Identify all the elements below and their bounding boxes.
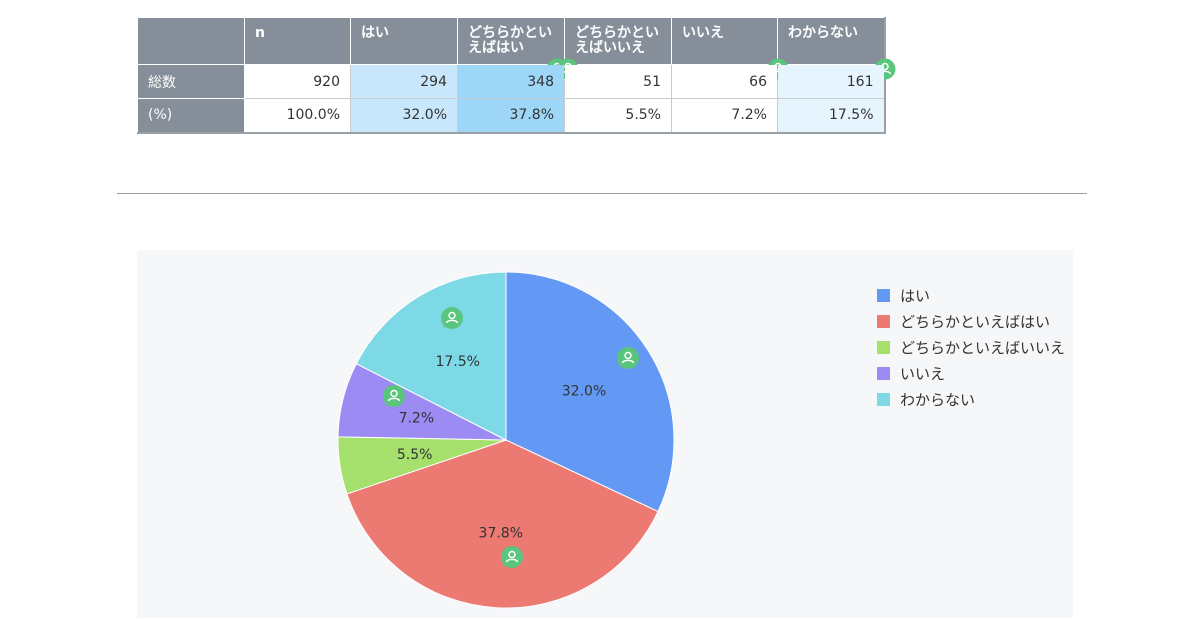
legend-swatch (877, 340, 890, 354)
legend-label: どちらかといえばいいえ (900, 338, 1066, 357)
row-label-total: 総数 (137, 64, 245, 99)
column-header-dont-know: わからない (767, 17, 895, 80)
legend-item-no[interactable]: いいえ (877, 360, 1065, 386)
section-divider (117, 193, 1087, 194)
legend-label: はい (900, 286, 931, 305)
chart-legend: はい どちらかといえばはい どちらかといえばいいえ いいえ わからない (877, 282, 1065, 412)
legend-swatch (877, 392, 890, 406)
table-row: (%) 100.0% 32.0% 37.8% 5.5% 7.2% 17.5% (137, 98, 885, 133)
legend-swatch (877, 366, 890, 380)
column-header-somewhat-no: どちらかとい えばいいえ (557, 17, 672, 80)
cell-yes: 294 (350, 64, 458, 99)
legend-label: いいえ (900, 364, 946, 383)
table-row: 総数 920 294 348 51 66 161 (137, 64, 885, 99)
column-header-no: いいえ (671, 17, 778, 65)
table-header-row: n はい どちらかとい えばはい どちらかとい えばいいえ いいえ わからない (137, 17, 895, 80)
user-comment-icon[interactable] (617, 347, 639, 369)
table-corner-cell (137, 17, 245, 65)
legend-swatch (877, 314, 890, 328)
pie-data-label: 5.5% (397, 447, 433, 463)
legend-item-somewhat-no[interactable]: どちらかといえばいいえ (877, 334, 1065, 360)
pie-slice-somewhat-yes[interactable] (346, 439, 659, 609)
cell-n: 920 (244, 64, 351, 99)
cell-somewhat-yes: 348 (457, 64, 565, 99)
pie-slice-yes[interactable] (505, 271, 675, 513)
user-comment-icon[interactable] (383, 385, 405, 407)
column-header-n: n (244, 17, 351, 65)
legend-swatch (877, 288, 890, 302)
pie-slice-dont-know[interactable] (355, 271, 507, 441)
legend-label: どちらかといえばはい (900, 312, 1051, 331)
column-header-somewhat-yes: どちらかとい えばはい (457, 17, 568, 80)
cell-yes: 32.0% (350, 98, 458, 133)
pie-data-label: 32.0% (562, 383, 606, 399)
column-header-yes: はい (350, 17, 458, 65)
legend-item-yes[interactable]: はい (877, 282, 1065, 308)
cell-dont-know: 17.5% (777, 98, 885, 133)
cell-dont-know: 161 (777, 64, 885, 99)
row-label-percent: (%) (137, 98, 245, 133)
cell-n: 100.0% (244, 98, 351, 133)
legend-item-dont-know[interactable]: わからない (877, 386, 1065, 412)
results-table: n はい どちらかとい えばはい どちらかとい えばいいえ いいえ わからない 総数… (137, 17, 895, 134)
pie-data-label: 37.8% (479, 525, 523, 541)
pie-data-label: 7.2% (399, 411, 435, 427)
legend-item-somewhat-yes[interactable]: どちらかといえばはい (877, 308, 1065, 334)
legend-label: わからない (900, 390, 976, 409)
pie-data-label: 17.5% (435, 354, 479, 370)
user-comment-icon[interactable] (441, 307, 463, 329)
user-comment-icon[interactable] (501, 546, 523, 568)
cell-somewhat-no: 5.5% (564, 98, 672, 133)
cell-no: 7.2% (671, 98, 778, 133)
